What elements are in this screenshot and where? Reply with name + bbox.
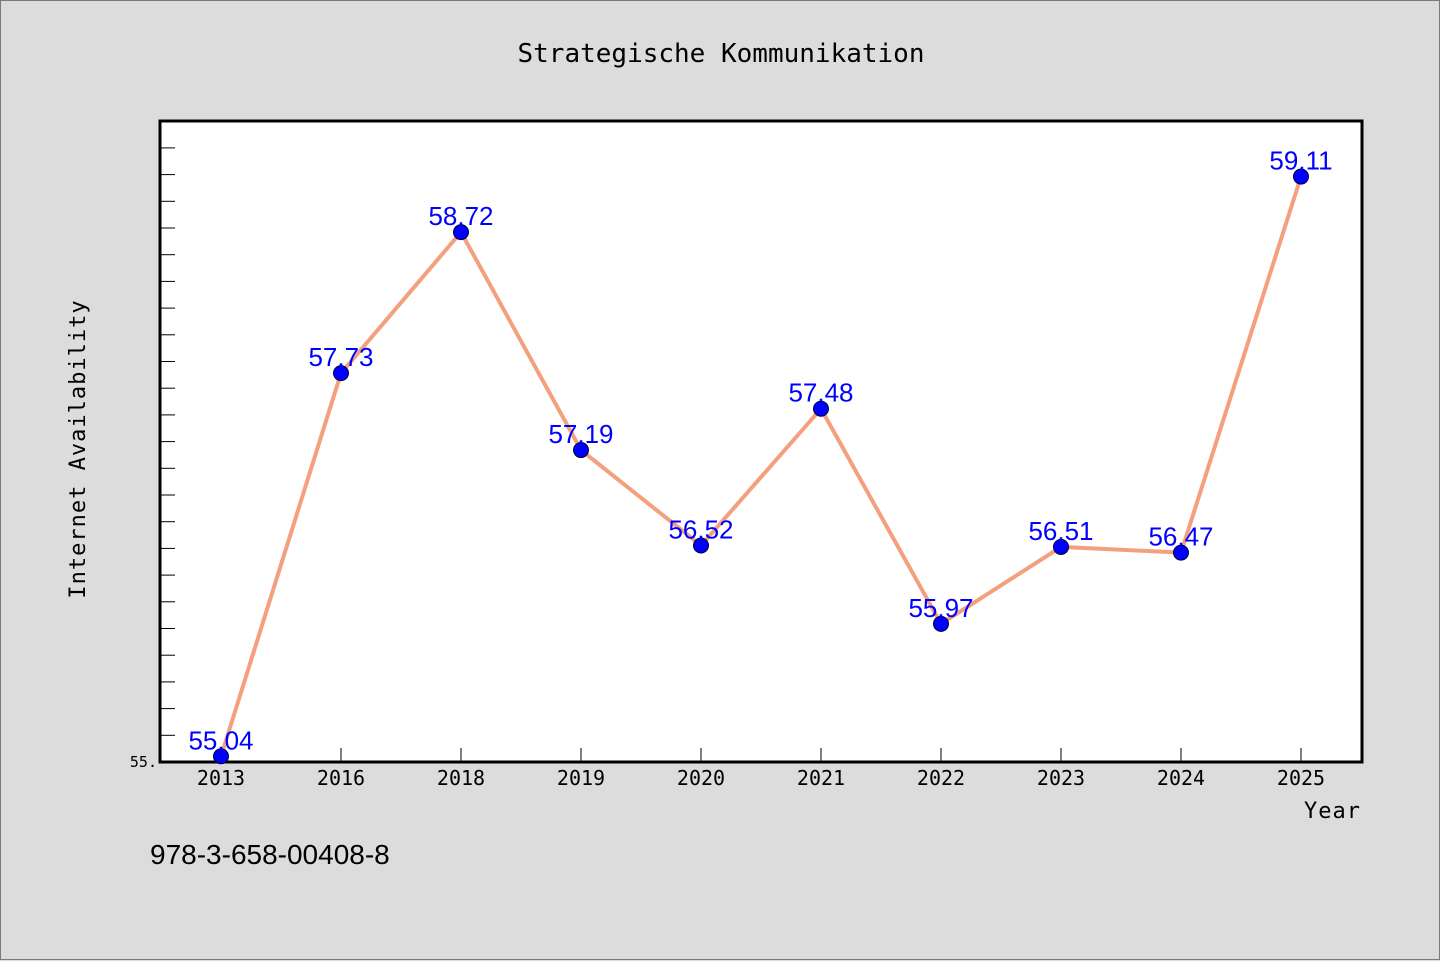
data-point-marker: [1173, 544, 1189, 561]
data-point-marker: [1053, 538, 1069, 555]
plot-area: [158, 119, 1364, 764]
data-point-label: 59.11: [1269, 146, 1332, 176]
data-point-marker: [1293, 168, 1309, 185]
x-axis-tick-labels: 2013 2016 2018 2019 2020 2021 2022 2023 2024 2025: [197, 766, 1325, 790]
series-markers: [213, 168, 1309, 765]
x-tick-label: 2025: [1277, 766, 1325, 790]
data-point-label: 56.51: [1028, 516, 1093, 546]
series-line: [219, 175, 1303, 757]
y-axis-label: Internet Availability: [66, 299, 91, 598]
data-point-marker: [693, 537, 709, 554]
x-tick-label: 2024: [1157, 766, 1205, 790]
x-tick-label: 2016: [317, 766, 365, 790]
x-tick-label: 2018: [437, 766, 485, 790]
y-axis-minor-ticks: [160, 147, 175, 763]
data-point-label: 57.19: [548, 419, 613, 449]
x-tick-label: 2023: [1037, 766, 1085, 790]
x-tick-label: 2020: [677, 766, 725, 790]
data-point-marker: [933, 615, 949, 632]
data-point-label: 57.48: [788, 378, 853, 408]
data-point-marker: [213, 748, 229, 765]
y-axis-tick-labels: 55.: [130, 753, 157, 771]
data-point-label: 56.52: [668, 514, 733, 544]
x-tick-label: 2013: [197, 766, 245, 790]
x-tick-label: 2019: [557, 766, 605, 790]
data-point-marker: [573, 442, 589, 459]
data-point-label: 55.97: [908, 593, 973, 623]
data-point-label: 55.04: [188, 725, 253, 755]
x-tick-label: 2021: [797, 766, 845, 790]
data-point-marker: [333, 365, 349, 382]
data-point-marker: [813, 400, 829, 417]
chart-title: Strategische Kommunikation: [518, 39, 925, 69]
data-point-label: 57.73: [308, 342, 373, 372]
data-labels: 55.04 57.73 58.72 57.19 56.52 57.48 55.97 56.51…: [188, 146, 1332, 756]
x-axis-label: Year: [1304, 799, 1361, 824]
x-tick-label: 2022: [917, 766, 965, 790]
data-point-marker: [453, 224, 469, 241]
isbn-footer: 978-3-658-00408-8: [150, 839, 390, 870]
data-point-label: 58.72: [428, 201, 493, 231]
data-point-label: 56.47: [1148, 522, 1213, 552]
y-tick-label: 55.: [130, 753, 157, 771]
